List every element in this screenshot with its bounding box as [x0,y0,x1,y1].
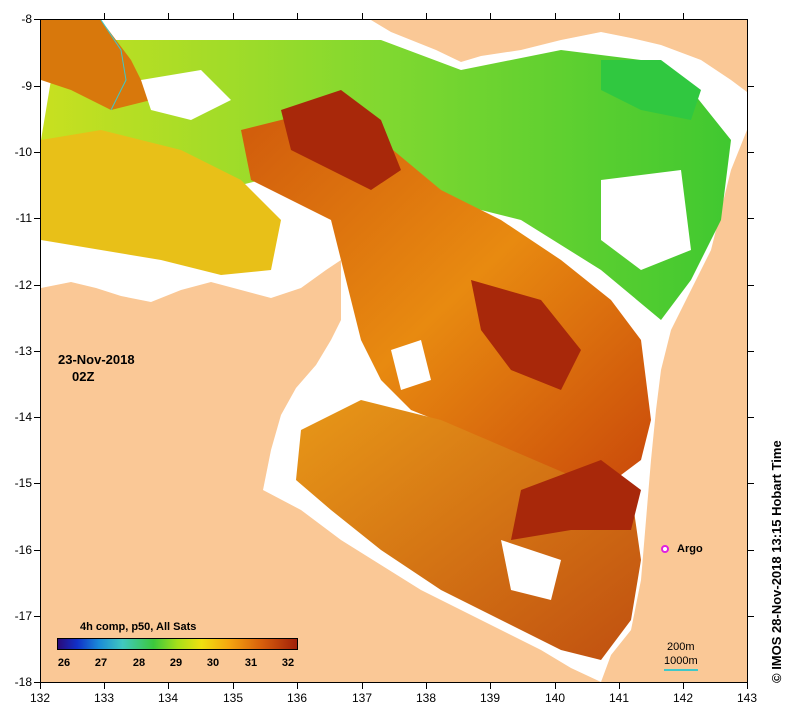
contour-1000m-line [100,20,127,111]
x-tick-label: 143 [736,691,758,705]
sst-northwest-warm [41,20,151,110]
sst-west-yellow [41,130,281,275]
y-tick-label: -18 [14,675,32,689]
temperature-colorbar [57,638,298,650]
x-tick-label: 138 [415,691,437,705]
sst-gulf-south [296,400,641,660]
time-label: 02Z [72,369,95,384]
cloud-gap-4 [391,340,431,390]
y-tick-label: -16 [14,543,32,557]
colorbar-label: 31 [244,657,258,669]
credit-label: © IMOS 28-Nov-2018 13:15 Hobart Time [769,440,784,683]
x-tick-label: 136 [286,691,308,705]
sst-east-green [601,60,701,120]
y-tick-label: -11 [15,211,32,225]
contour-1000m-label: 1000m [664,655,698,667]
land-north-papua [371,20,747,92]
legend-title: 4h comp, p50, All Sats [80,621,197,633]
sst-central-warm [241,110,651,500]
x-tick-label: 133 [93,691,115,705]
x-tick-label: 132 [29,691,51,705]
x-tick-label: 140 [544,691,566,705]
x-tick-label: 134 [157,691,179,705]
colorbar-label: 27 [94,657,108,669]
sst-hotspot-central [471,280,581,390]
sst-hotspot-southeast [511,460,641,540]
x-tick-label: 141 [608,691,630,705]
colorbar-label: 30 [206,657,220,669]
x-tick-label: 137 [351,691,373,705]
contour-1000m-swatch [664,669,698,671]
y-tick-label: -9 [21,79,32,93]
y-tick-label: -15 [14,476,32,490]
x-tick-label: 142 [672,691,694,705]
colorbar-label: 32 [281,657,295,669]
sst-map [40,19,748,683]
y-tick-label: -12 [14,278,32,292]
x-tick-label: 135 [222,691,244,705]
sst-map-canvas [41,20,747,682]
colorbar-label: 28 [132,657,146,669]
argo-float-marker [661,545,669,553]
contour-200m-label: 200m [667,641,695,653]
y-tick-label: -14 [14,410,32,424]
y-tick-label: -10 [14,145,32,159]
colorbar-label: 29 [169,657,183,669]
cloud-gap-3 [501,540,561,600]
y-tick-label: -17 [14,609,32,623]
cloud-gap-2 [601,170,691,270]
y-tick-label: -13 [14,344,32,358]
land-west-australia [41,260,601,682]
cloud-gap-1 [141,70,231,120]
sst-hotspot-west [281,90,401,190]
land-cape-york [601,130,747,682]
x-tick-label: 139 [479,691,501,705]
y-tick-label: -8 [21,12,32,26]
date-label: 23-Nov-2018 [58,352,135,367]
argo-label: Argo [677,543,703,555]
colorbar-label: 26 [57,657,71,669]
